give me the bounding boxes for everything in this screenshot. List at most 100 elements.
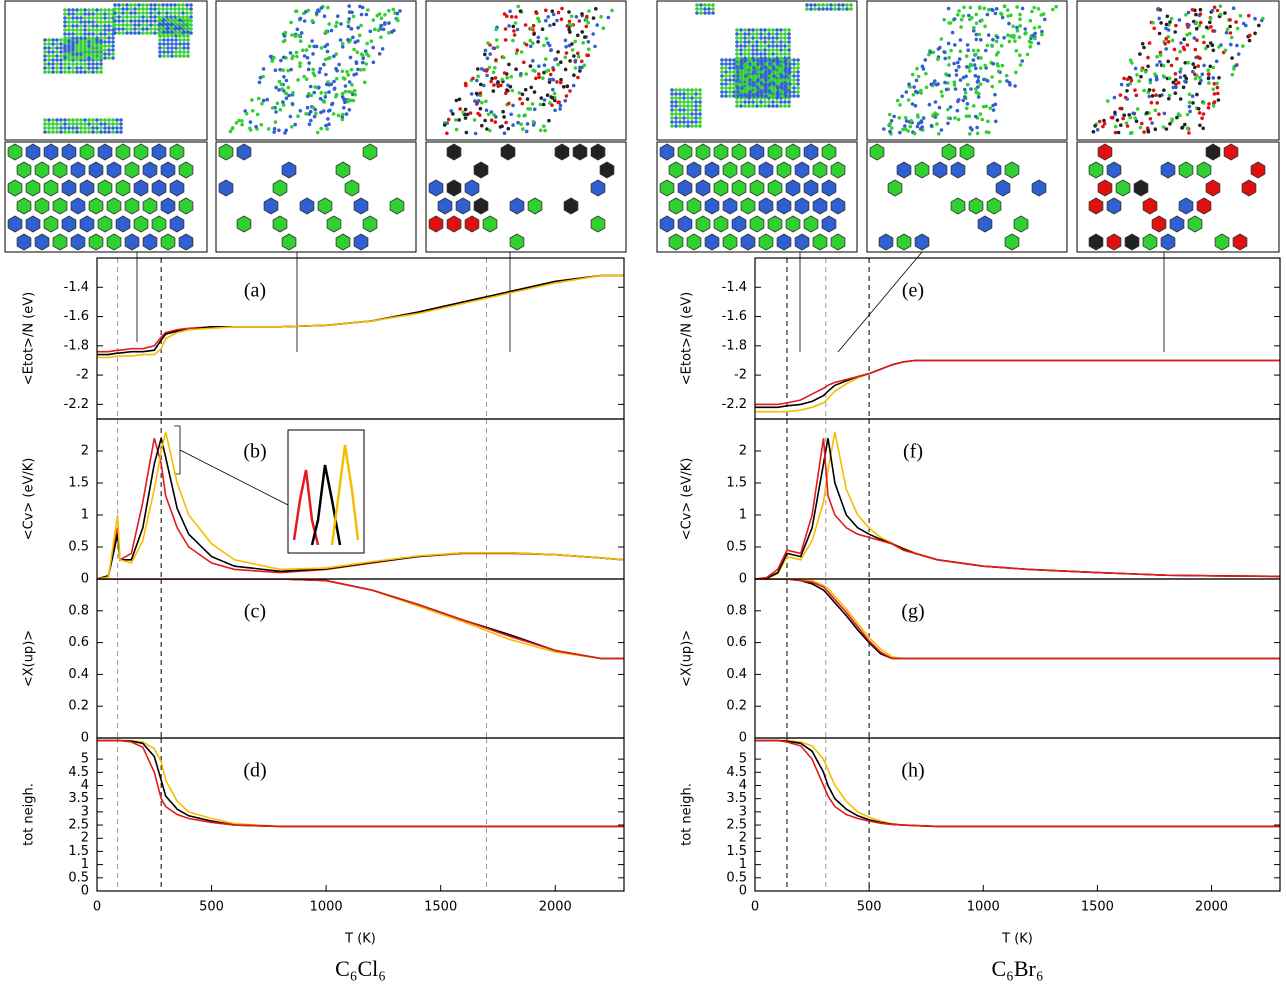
molecule-dot [75,48,79,52]
molecule-dot [1091,130,1096,134]
molecule-dot [317,70,322,74]
molecule-dot [464,83,468,88]
molecule [677,179,693,197]
molecule-dot [75,12,79,16]
molecule-dot [563,55,568,59]
molecule-dot [129,31,133,35]
molecule-dot [732,86,736,90]
molecule-dot [779,48,783,52]
molecule-dot [1228,31,1233,35]
molecule-dot [1119,123,1123,127]
molecule-dot [771,32,775,36]
molecule-dot [1247,38,1252,43]
molecule-dot [248,126,252,131]
molecule-dot [342,106,346,110]
molecule-dot [502,131,507,135]
molecule-dot [772,78,776,82]
molecule-dot [507,101,511,106]
molecule-dot [967,13,971,18]
molecule-dot [1133,116,1137,120]
x-tick-label: 2000 [539,900,572,915]
molecule-dot [694,92,698,96]
molecule-dot [559,80,563,85]
molecule-dot [748,90,752,94]
molecule-dot [606,15,611,20]
molecule-dot [555,18,559,23]
molecule-dot [744,94,748,98]
snapshot-dots [670,3,853,128]
molecule-dot [145,15,149,19]
molecule-dot [91,56,95,60]
molecule-dot [748,62,752,66]
plot-frame [754,257,1281,420]
molecule-dot [362,67,366,72]
molecule [7,143,23,161]
molecule-dot [724,94,728,98]
molecule [106,161,122,179]
molecule-dot [783,36,787,40]
molecule-dot [1157,112,1161,116]
molecule-dot [67,130,71,134]
molecule-dot [162,54,166,58]
molecule-dot [963,87,967,92]
molecule-dot [170,38,174,42]
molecule-dot [125,23,129,27]
snapshot-frame [4,141,208,253]
molecule-dot [1184,13,1188,17]
molecule-dot [953,43,957,47]
molecule-dot [356,39,360,43]
molecule-dot [1194,26,1199,31]
molecule-dot [1166,40,1171,44]
molecule-dot [670,92,674,96]
molecule-dot [711,3,715,7]
molecule [713,179,729,197]
molecule-dot [947,73,951,78]
molecule-dot [944,72,948,76]
molecule-dot [302,74,307,79]
molecule-dot [532,90,537,94]
molecule-dot [141,7,145,11]
molecule-dot [458,107,463,111]
molecule-dot [1180,125,1185,130]
molecule-dot [584,17,589,22]
molecule-dot [324,82,329,87]
molecule-dot [1095,128,1100,132]
snapshot-hexes [428,143,615,251]
molecule-dot [1135,107,1140,111]
molecule-dot [75,56,79,60]
molecule-dot [117,23,121,27]
molecule-dot [788,86,792,90]
molecule [713,215,729,233]
molecule-dot [787,104,791,108]
molecule-dot [946,107,950,112]
molecule [740,197,756,215]
molecule-dot [988,106,992,110]
molecule-dot [1170,117,1174,122]
molecule-dot [678,92,682,96]
molecule-dot [1142,88,1146,93]
molecule-dot [909,119,914,123]
molecule-dot [564,51,569,55]
molecule [218,143,234,161]
molecule-dot [1106,99,1110,103]
molecule-dot [759,44,763,48]
molecule [1106,161,1122,179]
molecule-dot [690,96,694,100]
y-axis-label: <X(up)> [680,630,695,687]
molecule-dot [1037,25,1042,29]
molecule-dot [747,40,751,44]
molecule-dot [743,44,747,48]
molecule-dot [756,82,760,86]
molecule-dot [483,118,487,123]
molecule-dot [1211,29,1215,33]
molecule-dot [558,103,563,108]
molecule-dot [788,74,792,78]
molecule-dot [585,53,589,57]
molecule-dot [356,67,360,72]
molecule [914,161,930,179]
molecule-dot [83,130,87,134]
molecule-dot [71,20,75,24]
molecule-dot [91,44,95,48]
molecule [1178,197,1194,215]
molecule-dot [544,8,548,13]
